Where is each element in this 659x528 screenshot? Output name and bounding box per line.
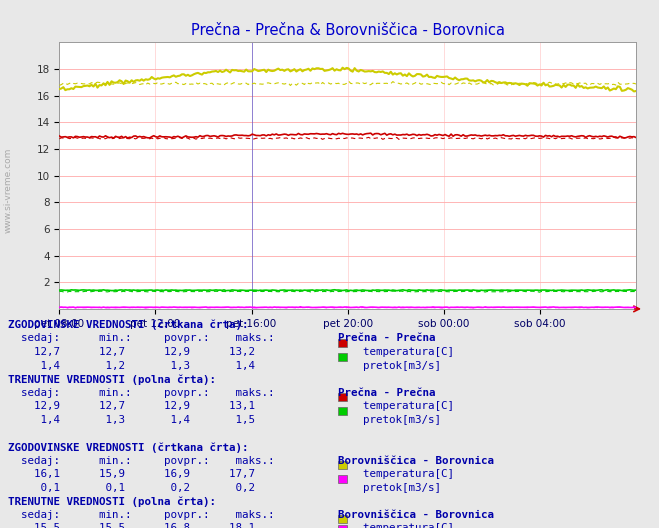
Text: 16,1      15,9      16,9      17,7: 16,1 15,9 16,9 17,7: [8, 469, 255, 479]
Text: TRENUTNE VREDNOSTI (polna črta):: TRENUTNE VREDNOSTI (polna črta):: [8, 374, 216, 384]
Title: Prečna - Prečna & Borovniščica - Borovnica: Prečna - Prečna & Borovniščica - Borovni…: [190, 23, 505, 39]
Text: pretok[m3/s]: pretok[m3/s]: [350, 361, 441, 371]
Text: www.si-vreme.com: www.si-vreme.com: [3, 147, 13, 233]
Bar: [338, 515, 347, 523]
Bar: [338, 461, 347, 469]
Text: 1,4       1,2       1,3       1,4: 1,4 1,2 1,3 1,4: [8, 361, 255, 371]
Bar: [338, 339, 347, 347]
Text: temperatura[C]: temperatura[C]: [350, 523, 454, 528]
Text: temperatura[C]: temperatura[C]: [350, 469, 454, 479]
Text: pretok[m3/s]: pretok[m3/s]: [350, 483, 441, 493]
Text: 15,5      15,5      16,8      18,1: 15,5 15,5 16,8 18,1: [8, 523, 255, 528]
Text: Prečna - Prečna: Prečna - Prečna: [338, 388, 436, 398]
Text: sedaj:      min.:     povpr.:    maks.:: sedaj: min.: povpr.: maks.:: [8, 510, 275, 520]
Bar: [338, 353, 347, 361]
Text: ZGODOVINSKE VREDNOSTI (črtkana črta):: ZGODOVINSKE VREDNOSTI (črtkana črta):: [8, 320, 248, 331]
Text: temperatura[C]: temperatura[C]: [350, 401, 454, 411]
Text: ZGODOVINSKE VREDNOSTI (črtkana črta):: ZGODOVINSKE VREDNOSTI (črtkana črta):: [8, 442, 248, 452]
Text: 0,1       0,1       0,2       0,2: 0,1 0,1 0,2 0,2: [8, 483, 255, 493]
Text: temperatura[C]: temperatura[C]: [350, 347, 454, 357]
Text: 12,9      12,7      12,9      13,1: 12,9 12,7 12,9 13,1: [8, 401, 255, 411]
Text: Borovniščica - Borovnica: Borovniščica - Borovnica: [338, 456, 494, 466]
Text: TRENUTNE VREDNOSTI (polna črta):: TRENUTNE VREDNOSTI (polna črta):: [8, 496, 216, 507]
Bar: [338, 393, 347, 401]
Text: sedaj:      min.:     povpr.:    maks.:: sedaj: min.: povpr.: maks.:: [8, 388, 275, 398]
Bar: [338, 407, 347, 415]
Bar: [338, 525, 347, 528]
Text: Prečna - Prečna: Prečna - Prečna: [338, 333, 436, 343]
Text: 1,4       1,3       1,4       1,5: 1,4 1,3 1,4 1,5: [8, 415, 255, 425]
Text: sedaj:      min.:     povpr.:    maks.:: sedaj: min.: povpr.: maks.:: [8, 456, 275, 466]
Bar: [338, 475, 347, 483]
Text: 12,7      12,7      12,9      13,2: 12,7 12,7 12,9 13,2: [8, 347, 255, 357]
Text: pretok[m3/s]: pretok[m3/s]: [350, 415, 441, 425]
Text: sedaj:      min.:     povpr.:    maks.:: sedaj: min.: povpr.: maks.:: [8, 333, 275, 343]
Text: Borovniščica - Borovnica: Borovniščica - Borovnica: [338, 510, 494, 520]
